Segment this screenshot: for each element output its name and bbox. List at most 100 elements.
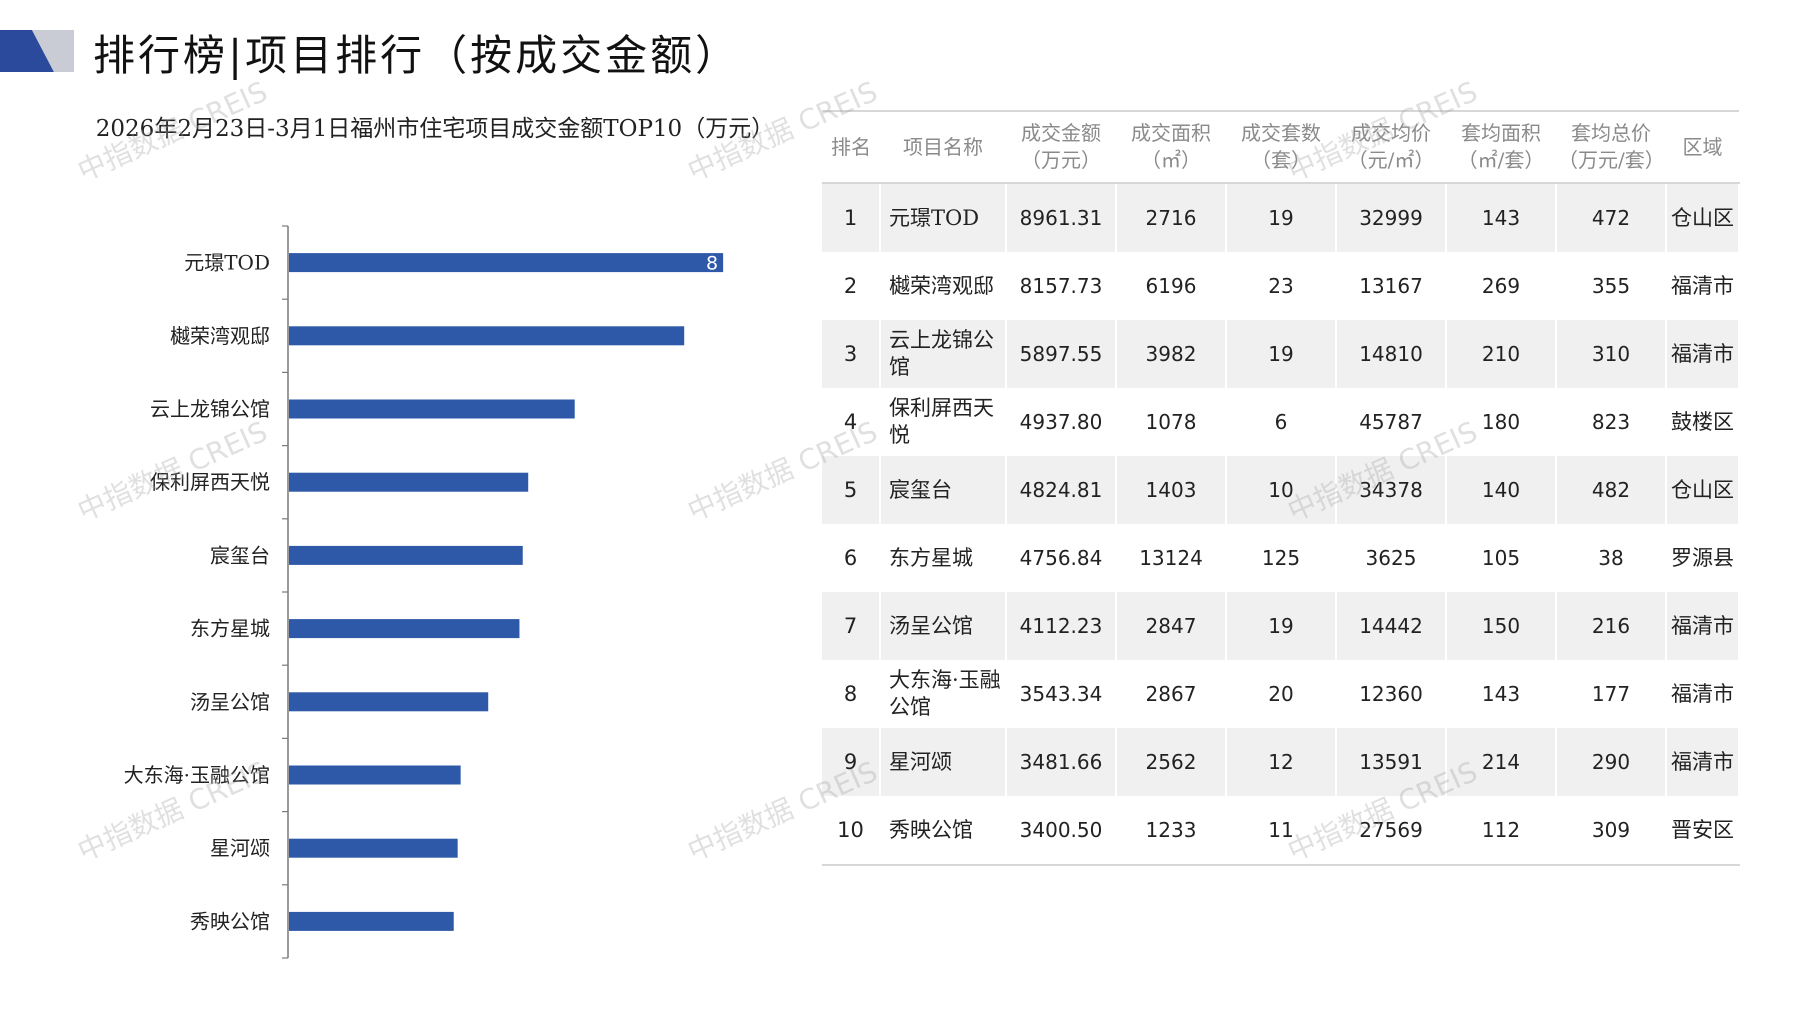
table-cell: 星河颂 (880, 728, 1007, 796)
table-cell: 34378 (1336, 456, 1447, 524)
table-cell: 福清市 (1666, 252, 1740, 320)
table-row: 10 秀映公馆 3400.50 1233 11 27569 112 309 晋安区 (822, 796, 1740, 866)
table-cell: 177 (1556, 660, 1667, 728)
table-cell: 20 (1226, 660, 1337, 728)
table-cell: 112 (1446, 796, 1557, 866)
column-header: 项目名称 (880, 110, 1006, 184)
category-label: 汤呈公馆 (190, 690, 270, 714)
table-cell: 143 (1446, 183, 1557, 252)
category-label: 宸玺台 (210, 543, 270, 567)
table-cell: 290 (1556, 728, 1667, 796)
bar (289, 399, 575, 419)
column-header: 套均总价 （万元/套） (1556, 110, 1666, 184)
table-cell: 13124 (1116, 524, 1227, 592)
table-cell: 4112.23 (1006, 592, 1117, 660)
chart-title: 2026年2月23日-3月1日福州市住宅项目成交金额TOP10（万元） (95, 116, 775, 142)
table-cell: 4 (822, 388, 881, 456)
table-cell: 2562 (1116, 728, 1227, 796)
column-header: 成交面积 （㎡） (1116, 110, 1226, 184)
column-header-line: （㎡/套） (1457, 148, 1545, 172)
table-cell: 仓山区 (1666, 183, 1740, 252)
table-row: 7 汤呈公馆 4112.23 2847 19 14442 150 216 福清市 (822, 592, 1740, 660)
table-cell: 11 (1226, 796, 1337, 866)
column-header-line: 成交均价 (1351, 121, 1431, 145)
column-header-line: 套均总价 (1571, 121, 1651, 145)
table-cell: 2867 (1116, 660, 1227, 728)
table-cell: 32999 (1336, 183, 1447, 252)
table-cell: 3481.66 (1006, 728, 1117, 796)
table-row: 8 大东海·玉融公馆 3543.34 2867 20 12360 143 177 福清市 (822, 660, 1740, 728)
table-cell: 27569 (1336, 796, 1447, 866)
table-cell: 269 (1446, 252, 1557, 320)
table-row: 5 宸玺台 4824.81 1403 10 34378 140 482 仓山区 (822, 456, 1740, 524)
table-cell: 晋安区 (1666, 796, 1740, 866)
bar (289, 619, 520, 639)
table-cell: 云上龙锦公馆 (880, 320, 1007, 388)
table-cell: 3400.50 (1006, 796, 1117, 866)
table-cell: 14810 (1336, 320, 1447, 388)
column-header: 成交金额 （万元） (1006, 110, 1116, 184)
column-header-line: （套） (1251, 148, 1311, 172)
table-cell: 214 (1446, 728, 1557, 796)
column-header-line: （万元） (1021, 148, 1101, 172)
table-cell: 1078 (1116, 388, 1227, 456)
table-cell: 14442 (1336, 592, 1447, 660)
table-cell: 472 (1556, 183, 1667, 252)
table-cell: 8961.31 (1006, 183, 1117, 252)
table-cell: 8 (822, 660, 881, 728)
table-cell: 4937.80 (1006, 388, 1117, 456)
table-cell: 2 (822, 252, 881, 320)
category-label: 元璟TOD (184, 251, 270, 275)
table-cell: 143 (1446, 660, 1557, 728)
column-header-line: （万元/套） (1558, 148, 1665, 172)
table-cell: 12360 (1336, 660, 1447, 728)
column-header-line: 成交面积 (1131, 121, 1211, 145)
table-cell: 216 (1556, 592, 1667, 660)
table-cell: 仓山区 (1666, 456, 1740, 524)
table-cell: 12 (1226, 728, 1337, 796)
bar (289, 838, 458, 858)
table-cell: 元璟TOD (880, 183, 1007, 252)
table-cell: 东方星城 (880, 524, 1007, 592)
table-cell: 310 (1556, 320, 1667, 388)
column-header: 成交均价 （元/㎡） (1336, 110, 1446, 184)
bar (289, 545, 523, 565)
ranking-table: 排名 项目名称 成交金额 （万元） 成交面积 （㎡） 成交套数 （套） 成交均价 （元/㎡） 套均面… (822, 110, 1740, 866)
table-cell: 3543.34 (1006, 660, 1117, 728)
table-cell: 鼓楼区 (1666, 388, 1740, 456)
table-cell: 13591 (1336, 728, 1447, 796)
table-cell: 1 (822, 183, 881, 252)
table-cell: 23 (1226, 252, 1337, 320)
table-cell: 大东海·玉融公馆 (880, 660, 1007, 728)
category-label: 保利屏西天悦 (150, 470, 270, 494)
column-header-line: 区域 (1682, 134, 1723, 159)
category-label: 云上龙锦公馆 (150, 397, 270, 421)
table-cell: 13167 (1336, 252, 1447, 320)
category-label: 樾荣湾观邸 (170, 324, 270, 348)
column-header-line: 项目名称 (903, 134, 983, 159)
category-label: 大东海·玉融公馆 (124, 763, 270, 787)
column-header-line: （元/㎡） (1347, 148, 1435, 172)
table-cell: 309 (1556, 796, 1667, 866)
table-cell: 3 (822, 320, 881, 388)
column-header-line: （㎡） (1141, 148, 1201, 172)
table-row: 6 东方星城 4756.84 13124 125 3625 105 38 罗源县 (822, 524, 1740, 592)
table-cell: 罗源县 (1666, 524, 1740, 592)
table-cell: 45787 (1336, 388, 1447, 456)
table-cell: 樾荣湾观邸 (880, 252, 1007, 320)
table-cell: 秀映公馆 (880, 796, 1007, 866)
table-cell: 汤呈公馆 (880, 592, 1007, 660)
column-header-line: 排名 (831, 134, 871, 159)
table-cell: 10 (1226, 456, 1337, 524)
bar (289, 911, 454, 931)
table-cell: 福清市 (1666, 660, 1740, 728)
table-cell: 19 (1226, 592, 1337, 660)
table-cell: 10 (822, 796, 881, 866)
table-header-row: 排名 项目名称 成交金额 （万元） 成交面积 （㎡） 成交套数 （套） 成交均价 （元/㎡） 套均面… (822, 110, 1739, 184)
table-cell: 180 (1446, 388, 1557, 456)
table-cell: 19 (1226, 320, 1337, 388)
table-cell: 1233 (1116, 796, 1227, 866)
table-cell: 150 (1446, 592, 1557, 660)
table-cell: 2847 (1116, 592, 1227, 660)
category-label: 东方星城 (190, 617, 270, 641)
